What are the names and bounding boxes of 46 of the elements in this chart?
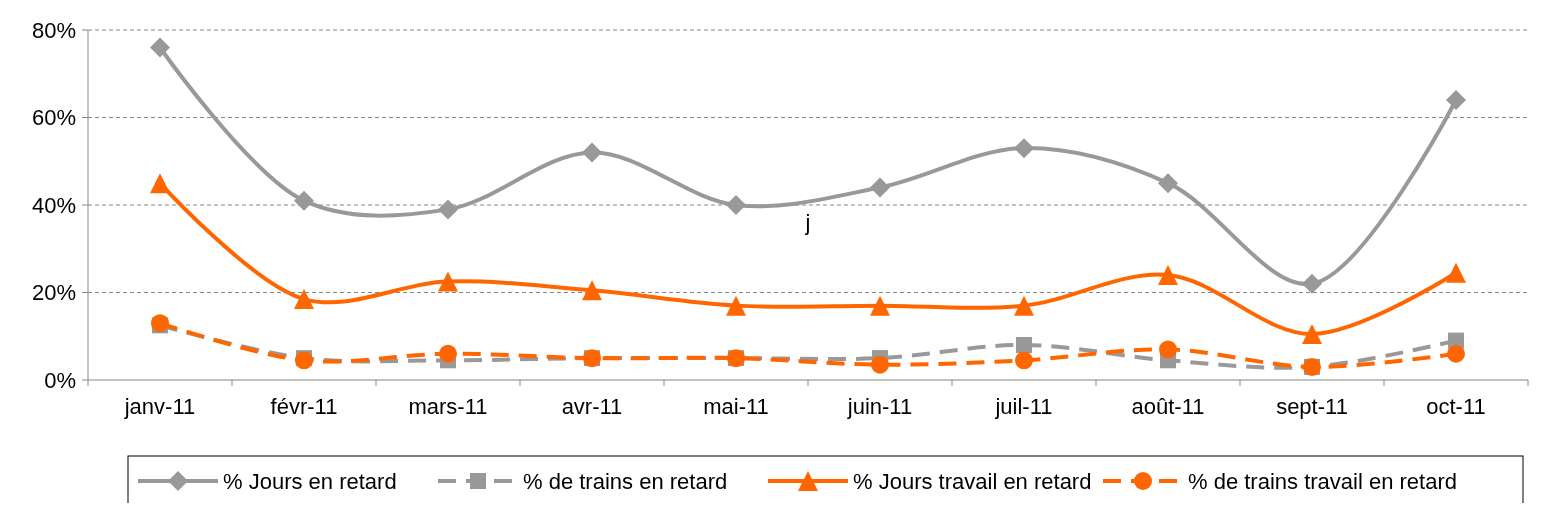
x-tick-label: juil-11 — [994, 394, 1053, 419]
legend-label: % Jours en retard — [223, 468, 397, 494]
annotation: j — [804, 209, 811, 235]
point — [582, 280, 602, 301]
point — [1302, 273, 1322, 294]
y-tick-label: 60% — [31, 105, 76, 131]
point — [726, 195, 746, 215]
legend-label: % Jours travail en retard — [853, 468, 1092, 494]
point — [294, 289, 314, 310]
y-tick-label: 40% — [31, 192, 76, 218]
x-tick-label: avr-11 — [561, 394, 623, 419]
y-tick-label: 20% — [31, 280, 76, 306]
point — [1016, 337, 1032, 353]
x-tick-label: juin-11 — [846, 394, 913, 419]
y-tick-label: 80% — [31, 17, 76, 43]
point — [150, 173, 170, 194]
point — [1159, 340, 1177, 359]
point — [294, 190, 314, 211]
point — [582, 142, 602, 163]
point — [1015, 351, 1033, 370]
x-tick-label: mars-11 — [408, 394, 488, 419]
x-tick-label: janv-11 — [123, 394, 196, 419]
point — [1446, 90, 1466, 110]
point — [438, 199, 458, 220]
legend-label: % de trains en retard — [523, 468, 728, 494]
point — [1302, 324, 1322, 345]
x-tick-label: août-11 — [1131, 394, 1205, 419]
x-tick-label: oct-11 — [1426, 394, 1486, 419]
point — [871, 355, 889, 374]
x-tick-label: mai-11 — [703, 394, 769, 419]
point — [1158, 265, 1178, 285]
x-tick-label: févr-11 — [270, 394, 338, 419]
point — [1014, 138, 1034, 159]
point — [1014, 295, 1034, 316]
y-tick-label: 0% — [44, 367, 76, 393]
point — [439, 344, 457, 363]
point — [870, 295, 890, 316]
point — [1446, 262, 1466, 283]
point — [726, 295, 746, 316]
point — [1158, 173, 1178, 194]
point — [1447, 344, 1465, 363]
legend-label: % de trains travail en retard — [1188, 468, 1458, 494]
x-tick-label: sept-11 — [1276, 394, 1348, 419]
point — [870, 177, 890, 198]
point — [150, 37, 170, 58]
point — [438, 271, 458, 292]
